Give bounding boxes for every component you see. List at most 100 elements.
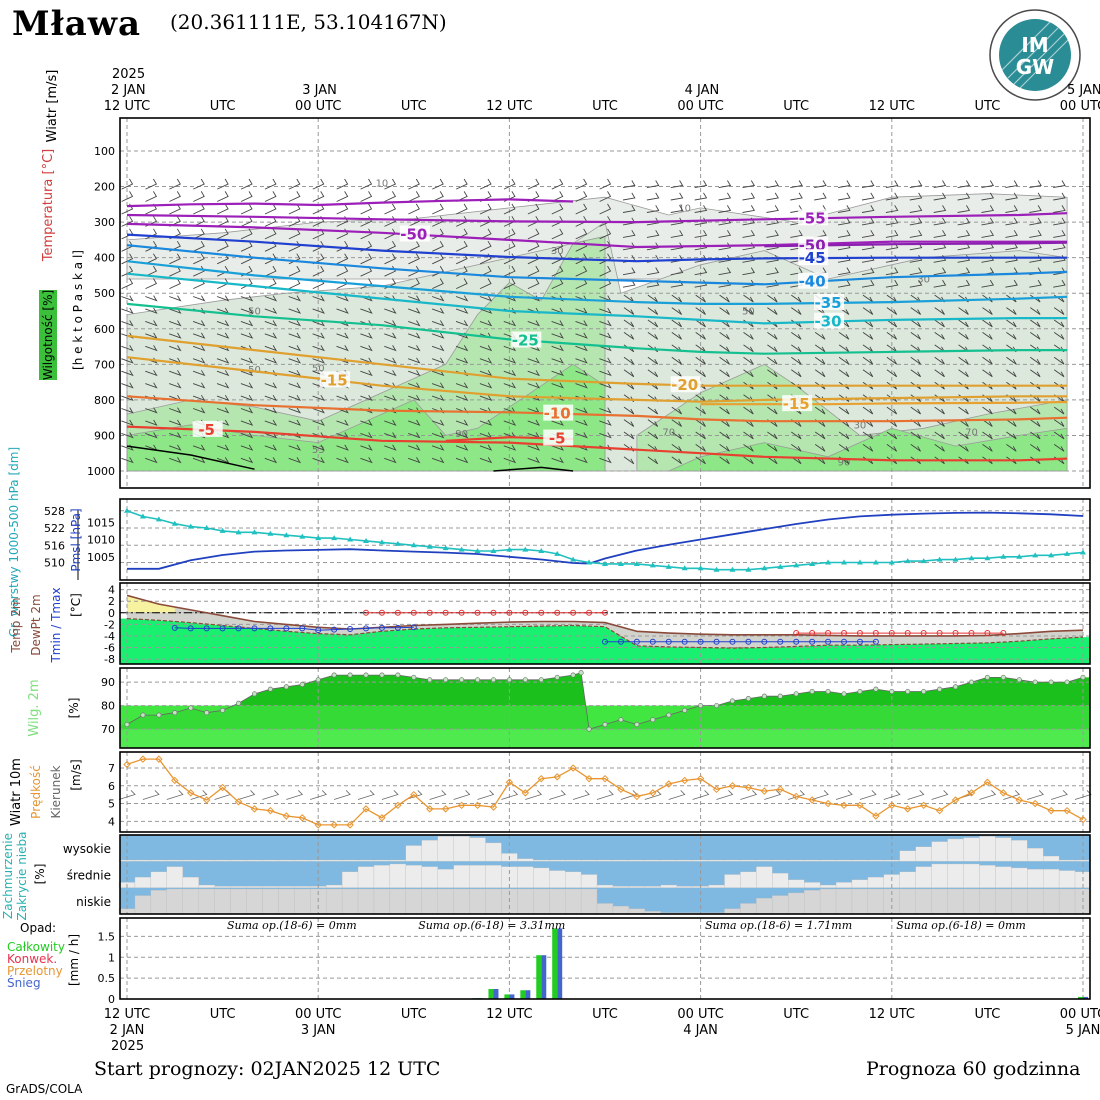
wind-barb xyxy=(767,406,778,415)
humidity-marker xyxy=(506,677,512,683)
cloud-cover-cell xyxy=(278,886,295,888)
wind-direction-barb xyxy=(142,790,160,800)
cloud-cover-cell xyxy=(214,888,231,915)
cloud-cover-cell xyxy=(437,869,454,888)
humidity-contour-label: 90 xyxy=(455,429,468,440)
wind-barb xyxy=(599,332,612,339)
wind-barb xyxy=(743,307,754,315)
tminmax-marker xyxy=(633,638,640,645)
wind-direction-barb xyxy=(1003,790,1021,800)
cloud-cover-cell xyxy=(453,836,470,862)
wind-barb xyxy=(909,205,923,213)
wind-barb xyxy=(145,278,158,290)
tminmax-marker xyxy=(490,609,497,616)
wind-barb xyxy=(431,357,445,364)
wind-speed-marker xyxy=(537,774,545,783)
wind-barb xyxy=(1005,180,1018,189)
wind-barb xyxy=(862,332,874,340)
thickness-marker xyxy=(251,529,258,535)
cloud-cover-cell xyxy=(660,859,677,862)
wind-barb xyxy=(1030,307,1041,315)
wind-barb xyxy=(958,294,969,303)
wind-barb xyxy=(742,230,756,238)
wind-speed-marker xyxy=(346,821,354,829)
wind-barb xyxy=(169,332,182,339)
cloud-cover-cell xyxy=(405,845,422,862)
wind-barb xyxy=(910,431,921,440)
tminmax-marker xyxy=(665,638,672,645)
wind-barb xyxy=(671,332,682,340)
wind-speed-marker xyxy=(983,778,992,786)
wind-barb xyxy=(957,267,971,276)
wind-barb xyxy=(647,394,659,402)
wind-direction-barb xyxy=(166,790,184,800)
wind-barb xyxy=(1029,230,1042,238)
wind-barb xyxy=(575,203,588,215)
humidity-tick-label: 90 xyxy=(101,676,115,689)
top-time-label: UTC xyxy=(592,99,618,114)
cloud-cover-cell xyxy=(724,859,741,862)
humidity-marker xyxy=(650,717,656,723)
isotherm-label: -50 xyxy=(400,226,427,244)
wind-barb xyxy=(599,253,612,265)
cloud-cover-cell xyxy=(469,837,486,862)
cloud-cover-cell xyxy=(246,886,263,888)
wind-barb xyxy=(193,228,205,240)
wind-barb xyxy=(360,345,373,352)
cloud-cover-cell xyxy=(485,888,502,915)
wind-barb xyxy=(718,254,732,263)
wind-barb xyxy=(599,307,612,314)
wind-barb xyxy=(360,419,373,426)
wind-barb xyxy=(145,370,158,377)
wind-direction-barb xyxy=(811,790,829,800)
humidity-marker xyxy=(618,717,624,723)
tminmax-marker xyxy=(363,625,369,632)
wind-speed-marker xyxy=(473,801,482,810)
wind-barb xyxy=(982,319,993,328)
wind-barb xyxy=(408,332,421,339)
wind-barb xyxy=(934,332,945,340)
wind-direction-barb xyxy=(764,790,782,800)
wind-barb xyxy=(408,345,421,352)
wind-barb xyxy=(862,369,874,378)
wind-speed-marker xyxy=(680,776,689,785)
cloud-cover-cell xyxy=(150,890,167,915)
wind-barb xyxy=(647,406,659,415)
wind-speed-marker xyxy=(712,785,721,794)
wind-barb xyxy=(121,370,134,377)
wind-barb xyxy=(312,457,325,464)
thickness-marker xyxy=(777,563,784,569)
wind-barb xyxy=(885,230,899,238)
wind-barb xyxy=(694,205,708,213)
wind-direction-barb xyxy=(788,790,805,800)
wind-barb xyxy=(312,394,325,402)
wind-barb xyxy=(1006,344,1017,353)
wind-barb xyxy=(384,444,397,451)
wind-barb xyxy=(503,253,516,265)
top-time-label: 12 UTC xyxy=(486,99,532,114)
wind-barb xyxy=(145,240,158,252)
thickness-marker xyxy=(410,542,417,548)
wind-barb xyxy=(1005,217,1018,226)
wind-tick-label: 7 xyxy=(108,762,115,775)
wind-barb xyxy=(527,240,540,252)
wind-barb xyxy=(551,419,564,426)
isotherm-label-bg xyxy=(798,209,829,226)
wind-barb xyxy=(121,357,134,364)
wind-barb xyxy=(838,369,850,378)
wind-barb xyxy=(479,278,492,290)
wind-barb xyxy=(431,320,445,327)
wind-barb xyxy=(910,444,921,452)
thickness-axis-label: Gr. warstwy 1000-500 hPa [dm] xyxy=(7,447,21,637)
tminmax-marker xyxy=(394,624,401,631)
wind-speed-marker xyxy=(171,776,179,785)
temperature-tick-label: 2 xyxy=(108,595,115,608)
isotherm-label: -10 xyxy=(544,405,571,423)
cloud-cover-cell xyxy=(819,888,837,915)
wind-barb xyxy=(910,319,921,328)
humidity-marker xyxy=(331,672,337,678)
bottom-time-label: 00 UTC xyxy=(295,1007,341,1022)
wind-barb xyxy=(814,431,826,440)
precip-unit-label: [mm / h] xyxy=(67,934,81,986)
wind-speed-marker xyxy=(1079,815,1087,824)
